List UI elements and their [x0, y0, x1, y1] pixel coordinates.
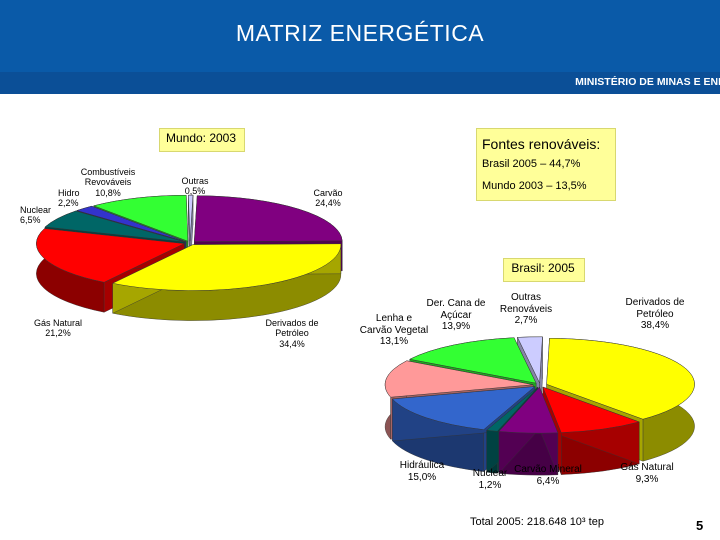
mundo-label-gas: Gás Natural 21,2%: [33, 318, 83, 339]
mundo-label-nuclear: Nuclear 6,5%: [20, 205, 52, 226]
brasil-label-petroleo: Derivados de Petróleo 38,4%: [625, 297, 685, 331]
mundo-label-carvao: Carvão 24,4%: [313, 188, 343, 209]
pie-1-slice-carv-o-mineral: [498, 386, 559, 476]
ministry-bar: [0, 72, 720, 94]
total-note: Total 2005: 218.648 10³ tep: [470, 516, 604, 528]
brasil-label-lenha: Lenha e Carvão Vegetal 13,1%: [359, 313, 429, 347]
pie-0-slice-derivados-de-petr-leo: [111, 243, 342, 321]
fontes-title: Fontes renováveis:: [482, 136, 601, 152]
fontes-mundo: Mundo 2003 – 13,5%: [482, 180, 587, 192]
brasil-title: Brasil: 2005: [511, 261, 575, 275]
brasil-label-outras: Outras Renováveis 2,7%: [499, 292, 553, 326]
brasil-label-nuclear: Nuclear 1,2%: [472, 468, 508, 491]
mundo-label-hidro: Hidro 2,2%: [58, 188, 80, 209]
brasil-label-hidraulica: Hidráulica 15,0%: [399, 460, 445, 483]
fontes-brasil: Brasil 2005 – 44,7%: [482, 158, 581, 170]
brasil-label-gas: Gás Natural 9,3%: [620, 462, 674, 485]
mundo-title: Mundo: 2003: [165, 131, 237, 145]
brasil-label-cana: Der. Cana de Açúcar 13,9%: [426, 298, 486, 332]
mundo-label-petroleo: Derivados de Petróleo 34,4%: [265, 318, 319, 349]
mundo-title-box: [159, 128, 245, 152]
page-title: MATRIZ ENERGÉTICA: [235, 20, 485, 46]
brasil-title-box: [503, 258, 585, 282]
brasil-label-carvao: Carvão Mineral 6,4%: [514, 464, 582, 487]
mundo-label-outras: Outras 0,5%: [181, 176, 209, 197]
ministry-label: MINISTÉRIO DE MINAS E ENEI: [575, 76, 720, 88]
mundo-label-combustiveis: Combustíveis Revováveis 10,8%: [80, 167, 136, 198]
page-number: 5: [696, 518, 704, 533]
header-bar: [0, 0, 720, 72]
fontes-box: [476, 128, 616, 201]
